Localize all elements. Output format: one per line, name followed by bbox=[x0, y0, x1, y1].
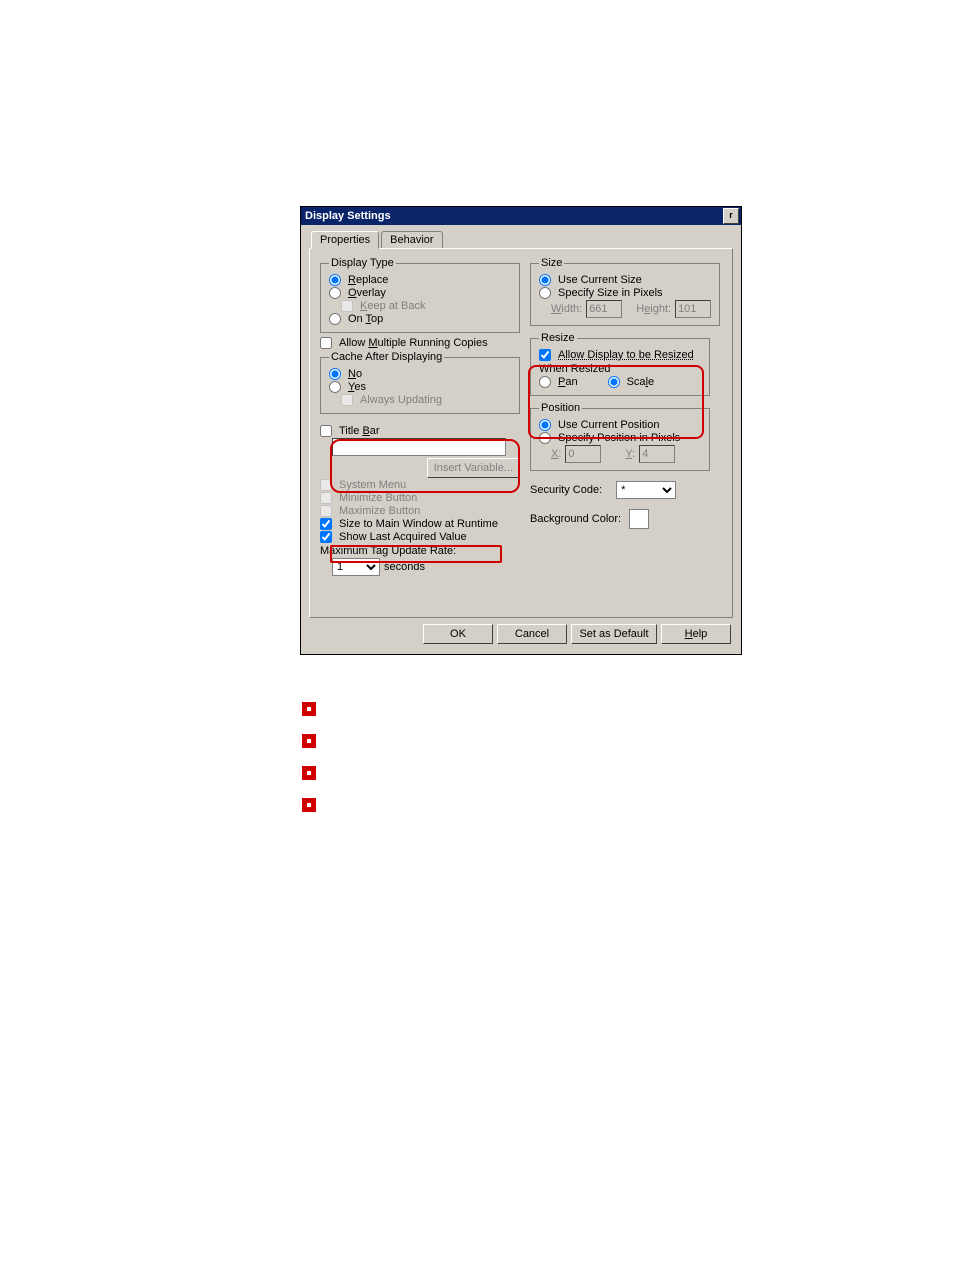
label-show-last: Show Last Acquired Value bbox=[339, 531, 467, 543]
swatch-bg-color[interactable] bbox=[629, 509, 649, 529]
radio-use-current-size[interactable] bbox=[539, 274, 551, 286]
close-icon[interactable]: r bbox=[723, 208, 739, 224]
bullet-icon bbox=[302, 734, 316, 748]
label-allow-resize: Allow Display to be Resized bbox=[558, 349, 694, 361]
radio-cache-yes[interactable] bbox=[329, 381, 341, 393]
legend-size: Size bbox=[539, 257, 564, 269]
input-title-bar[interactable] bbox=[332, 438, 506, 456]
input-width bbox=[586, 300, 622, 318]
radio-specify-pos[interactable] bbox=[539, 432, 551, 444]
check-system-menu bbox=[320, 479, 332, 491]
label-use-current-size: Use Current Size bbox=[558, 274, 642, 286]
tab-behavior[interactable]: Behavior bbox=[381, 231, 442, 249]
group-resize: Resize Allow Display to be Resized When … bbox=[530, 332, 710, 396]
dialog-button-row: OK Cancel Set as Default Help bbox=[309, 624, 731, 644]
check-allow-multiple[interactable] bbox=[320, 337, 332, 349]
label-use-current-pos: Use Current Position bbox=[558, 419, 660, 431]
label-cache-yes: Yes bbox=[348, 381, 366, 393]
select-max-tag[interactable]: 1 bbox=[332, 558, 380, 576]
label-system-menu: System Menu bbox=[339, 479, 406, 491]
check-minimize bbox=[320, 492, 332, 504]
label-height: Height: bbox=[636, 303, 671, 315]
legend-cache: Cache After Displaying bbox=[329, 351, 444, 363]
left-column: Display Type Replace Overlay Keep at Bac… bbox=[320, 257, 520, 577]
btn-insert-variable: Insert Variable... bbox=[427, 458, 520, 478]
label-seconds: seconds bbox=[384, 561, 425, 573]
radio-on-top[interactable] bbox=[329, 313, 341, 325]
label-maximize: Maximize Button bbox=[339, 505, 420, 517]
radio-overlay[interactable] bbox=[329, 287, 341, 299]
radio-scale[interactable] bbox=[608, 376, 620, 388]
bullet-markers bbox=[302, 684, 742, 830]
label-size-to-main: Size to Main Window at Runtime bbox=[339, 518, 498, 530]
radio-cache-no[interactable] bbox=[329, 368, 341, 380]
group-cache: Cache After Displaying No Yes Always Upd… bbox=[320, 351, 520, 414]
label-when-resized: When Resized bbox=[539, 363, 701, 375]
label-on-top: On Top bbox=[348, 313, 383, 325]
radio-pan[interactable] bbox=[539, 376, 551, 388]
dialog-titlebar: Display Settings r bbox=[301, 207, 741, 225]
check-size-to-main[interactable] bbox=[320, 518, 332, 530]
btn-help[interactable]: Help bbox=[661, 624, 731, 644]
tab-page-properties: Display Type Replace Overlay Keep at Bac… bbox=[309, 248, 733, 618]
label-keep-at-back: Keep at Back bbox=[360, 300, 425, 312]
bullet-icon bbox=[302, 798, 316, 812]
dialog-title: Display Settings bbox=[305, 210, 391, 222]
bullet-icon bbox=[302, 702, 316, 716]
group-position: Position Use Current Position Specify Po… bbox=[530, 402, 710, 471]
label-security-code: Security Code: bbox=[530, 484, 602, 496]
group-size: Size Use Current Size Specify Size in Pi… bbox=[530, 257, 720, 326]
radio-use-current-pos[interactable] bbox=[539, 419, 551, 431]
label-overlay: Overlay bbox=[348, 287, 386, 299]
right-column: Size Use Current Size Specify Size in Pi… bbox=[530, 257, 710, 530]
btn-cancel[interactable]: Cancel bbox=[497, 624, 567, 644]
label-pan: Pan bbox=[558, 376, 578, 388]
check-always-updating bbox=[341, 394, 353, 406]
btn-set-default[interactable]: Set as Default bbox=[571, 624, 657, 644]
input-y bbox=[639, 445, 675, 463]
display-settings-dialog: Display Settings r Properties Behavior D… bbox=[300, 206, 742, 655]
select-security-code[interactable]: * bbox=[616, 481, 676, 499]
btn-ok[interactable]: OK bbox=[423, 624, 493, 644]
label-bg-color: Background Color: bbox=[530, 513, 621, 525]
check-title-bar[interactable] bbox=[320, 425, 332, 437]
label-max-tag: Maximum Tag Update Rate: bbox=[320, 545, 520, 557]
legend-display-type: Display Type bbox=[329, 257, 396, 269]
label-always-updating: Always Updating bbox=[360, 394, 442, 406]
label-x: X: bbox=[551, 448, 561, 460]
dialog-client: Properties Behavior Display Type Replace… bbox=[301, 225, 741, 654]
check-keep-at-back bbox=[341, 300, 353, 312]
input-x bbox=[565, 445, 601, 463]
group-display-type: Display Type Replace Overlay Keep at Bac… bbox=[320, 257, 520, 333]
radio-specify-size[interactable] bbox=[539, 287, 551, 299]
check-show-last[interactable] bbox=[320, 531, 332, 543]
label-scale: Scale bbox=[627, 376, 655, 388]
label-title-bar: Title Bar bbox=[339, 425, 380, 437]
tab-properties[interactable]: Properties bbox=[311, 231, 379, 249]
check-maximize bbox=[320, 505, 332, 517]
input-height bbox=[675, 300, 711, 318]
label-width: Width: bbox=[551, 303, 582, 315]
label-y: Y: bbox=[625, 448, 635, 460]
bullet-icon bbox=[302, 766, 316, 780]
label-specify-pos: Specify Position in Pixels bbox=[558, 432, 680, 444]
legend-position: Position bbox=[539, 402, 582, 414]
label-allow-multiple: Allow Multiple Running Copies bbox=[339, 337, 488, 349]
radio-replace[interactable] bbox=[329, 274, 341, 286]
label-replace: Replace bbox=[348, 274, 388, 286]
label-cache-no: No bbox=[348, 368, 362, 380]
label-specify-size: Specify Size in Pixels bbox=[558, 287, 663, 299]
tab-strip: Properties Behavior bbox=[311, 231, 733, 249]
check-allow-resize[interactable] bbox=[539, 349, 551, 361]
label-minimize: Minimize Button bbox=[339, 492, 417, 504]
legend-resize: Resize bbox=[539, 332, 577, 344]
